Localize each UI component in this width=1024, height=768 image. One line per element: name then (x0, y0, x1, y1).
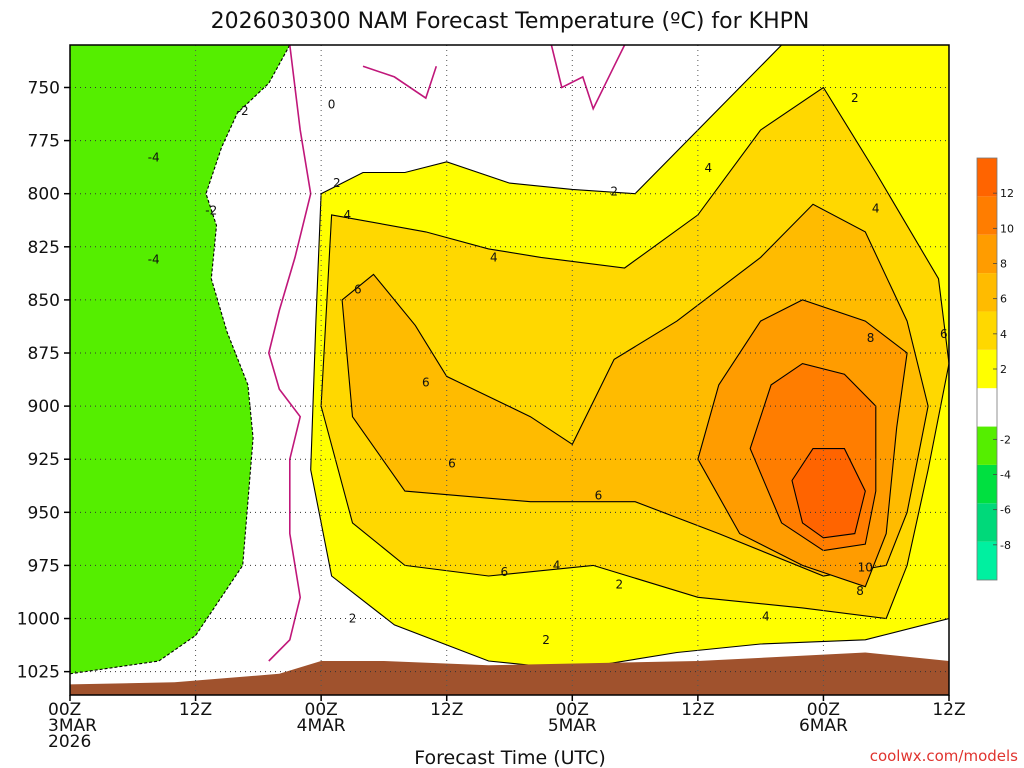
contour-label-8: 4 (705, 161, 713, 175)
colorbar-bin-4-to-6 (977, 311, 997, 350)
colorbar-bin-10-to-8 (977, 541, 997, 580)
temperature-fill-zones (70, 45, 949, 695)
x-tick-label-72-0: 00Z (807, 700, 840, 720)
contour-label-25: 6 (940, 327, 948, 341)
colorbar-bin-4-to-2 (977, 426, 997, 465)
y-tick-label-925: 925 (28, 450, 60, 470)
contour-label-1: -2 (237, 104, 249, 118)
y-tick-label-800: 800 (28, 185, 60, 205)
y-tick-label-750: 750 (28, 78, 60, 98)
contour-label-24: 8 (867, 331, 875, 345)
x-tick-label-36-0: 12Z (430, 700, 463, 720)
colorbar-bin-6-to-8 (977, 273, 997, 312)
grid-lines (70, 45, 949, 695)
contour-label-20: 2 (542, 633, 550, 647)
y-tick-label-1000: 1000 (17, 610, 60, 630)
contour-labels: 0 -2 -4 -2 -4 2 2 2 4 4 4 4 6 6 6 6 6 4 2 2 2 4 8 10 8 6 (148, 91, 948, 647)
y-tick-label-1025: 1025 (17, 663, 60, 683)
y-tick-label-850: 850 (28, 291, 60, 311)
colorbar-label-12: 12 (1000, 187, 1014, 200)
zone-4-to-2c (70, 45, 291, 675)
colorbar-label-4: -4 (1000, 469, 1011, 482)
contour-label-16: 6 (500, 565, 508, 579)
x-tick-label-48-0: 00Z (556, 700, 589, 720)
colorbar-bin-6-to-4 (977, 464, 997, 504)
colorbar-label-8: -8 (1000, 539, 1011, 552)
colorbar-label-2: 2 (1000, 363, 1007, 376)
contour-label-5: 2 (851, 91, 859, 105)
y-tick-label-825: 825 (28, 238, 60, 258)
contour-label-0: 0 (328, 97, 336, 111)
contour-label-3: -2 (205, 204, 217, 218)
contour-label-15: 6 (595, 488, 603, 502)
colorbar-bin-8-to-10 (977, 234, 997, 274)
contour-label-22: 8 (856, 584, 864, 598)
x-tick-label-0-2: 2026 (48, 732, 91, 752)
contour-label-19: 2 (349, 612, 357, 626)
y-axis: 750 775 800 825 850 875 900 925 950 975 1000 1025 (17, 78, 70, 683)
colorbar-label-4: 4 (1000, 328, 1007, 341)
y-tick-label-900: 900 (28, 397, 60, 417)
y-tick-label-875: 875 (28, 344, 60, 364)
x-axis-label: Forecast Time (UTC) (414, 747, 605, 768)
credit-link[interactable]: coolwx.com/models (870, 747, 1018, 765)
x-tick-label-84-0: 12Z (932, 700, 965, 720)
contour-label-13: 6 (422, 376, 430, 390)
colorbar-label-10: 10 (1000, 222, 1014, 235)
x-tick-label-60-0: 12Z (681, 700, 714, 720)
contour-label-23: 10 (858, 561, 873, 575)
colorbar-label-6: -6 (1000, 504, 1011, 517)
contour-label-12: 6 (354, 282, 362, 296)
chart-title: 2026030300 NAM Forecast Temperature (ºC)… (211, 9, 810, 34)
contour-label-10: 4 (343, 208, 351, 222)
contour-label-21: 4 (762, 609, 770, 623)
contour-label-4: -4 (148, 253, 160, 267)
contour-label-17: 4 (553, 558, 561, 572)
x-tick-label-12-0: 12Z (179, 700, 212, 720)
contour-label-2: -4 (148, 151, 160, 165)
contour-label-11: 4 (490, 250, 498, 264)
contour-label-9: 4 (872, 202, 880, 216)
x-tick-label-0-0: 00Z (48, 700, 81, 720)
contour-label-6: 2 (333, 176, 341, 190)
x-tick-label-24-0: 00Z (305, 700, 338, 720)
colorbar-label-6: 6 (1000, 293, 1007, 306)
x-tick-label-24-1: 4MAR (297, 716, 346, 736)
colorbar-bin-2-to-2 (977, 388, 997, 427)
colorbar-bin-12-to-14 (977, 158, 997, 197)
y-tick-label-975: 975 (28, 556, 60, 576)
colorbar-label-8: 8 (1000, 258, 1007, 271)
x-tick-label-0-1: 3MAR (48, 716, 97, 736)
colorbar-legend: 12 10 8 6 4 2 -2 -4 -6 -8 (976, 157, 1014, 581)
zero-contour-2 (550, 45, 626, 111)
colorbar-bin-10-to-12 (977, 196, 997, 235)
contour-label-7: 2 (610, 185, 618, 199)
colorbar-label-2: -2 (1000, 433, 1011, 446)
y-tick-label-950: 950 (28, 503, 60, 523)
contour-label-18: 2 (616, 578, 624, 592)
colorbar-bin-2-to-4 (977, 349, 997, 389)
x-tick-label-48-1: 5MAR (548, 716, 597, 736)
plot-frame (69, 44, 950, 696)
x-tick-label-72-1: 6MAR (799, 716, 848, 736)
contour-label-14: 6 (448, 456, 456, 470)
y-tick-label-775: 775 (28, 132, 60, 152)
zone-terrain (70, 652, 949, 695)
colorbar-bin-8-to-6 (977, 503, 997, 542)
